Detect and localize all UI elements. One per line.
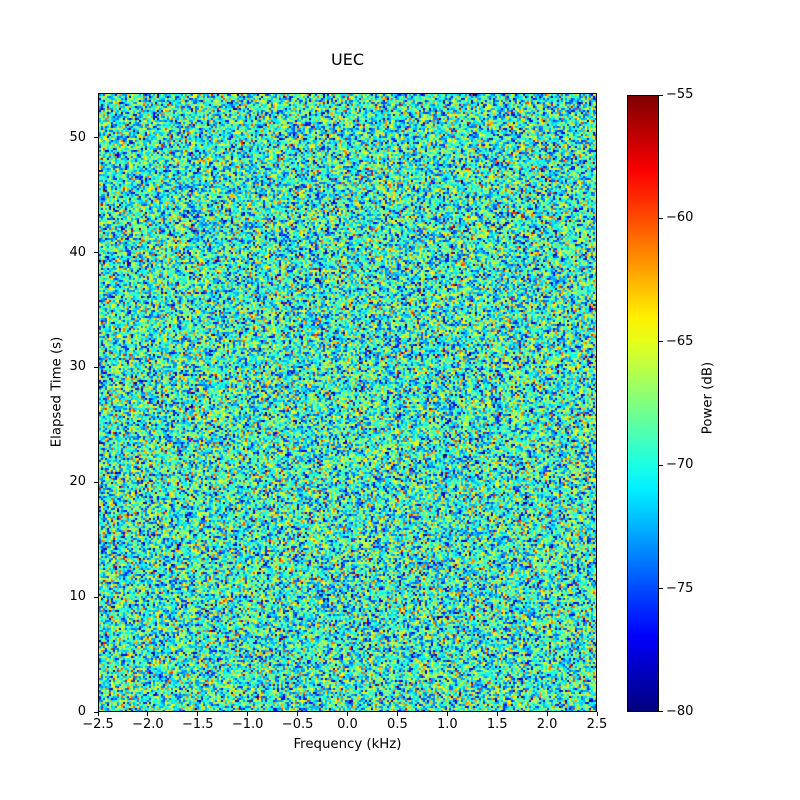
- x-axis-label: Frequency (kHz): [293, 737, 402, 752]
- x-tick-label: 0.5: [387, 717, 408, 732]
- y-tick-mark: [94, 366, 98, 368]
- x-tick-mark: [197, 712, 199, 716]
- colorbar-tick-mark: [659, 217, 663, 219]
- x-tick-mark: [396, 712, 398, 716]
- y-tick-mark: [94, 711, 98, 713]
- colorbar-tick-mark: [659, 464, 663, 466]
- x-tick-label: −1.5: [182, 717, 214, 732]
- colorbar-tick-label: −70: [666, 457, 694, 473]
- x-tick-mark: [247, 712, 249, 716]
- chart-title: UEC: [331, 50, 364, 69]
- x-tick-mark: [97, 712, 99, 716]
- colorbar-tick-label: −60: [666, 210, 694, 226]
- x-tick-label: −2.0: [132, 717, 164, 732]
- colorbar-tick-mark: [659, 710, 663, 712]
- x-tick-label: −1.0: [231, 717, 264, 732]
- x-tick-label: −2.5: [82, 717, 114, 732]
- x-tick-label: −0.5: [281, 717, 314, 732]
- colorbar-tick-mark: [659, 94, 663, 96]
- y-tick-mark: [94, 481, 98, 483]
- x-tick-label: 1.5: [486, 717, 508, 732]
- colorbar-gradient: [627, 95, 659, 712]
- x-tick-label: 1.0: [436, 717, 458, 732]
- y-tick-mark: [94, 596, 98, 598]
- y-tick-label: 50: [69, 129, 86, 145]
- x-tick-mark: [496, 712, 498, 716]
- y-tick-label: 40: [69, 244, 86, 260]
- x-tick-mark: [446, 712, 448, 716]
- colorbar-tick-label: −75: [666, 580, 694, 596]
- y-tick-label: 0: [77, 704, 86, 719]
- x-tick-mark: [596, 712, 598, 716]
- colorbar-tick-mark: [659, 341, 663, 343]
- y-tick-label: 30: [69, 359, 86, 375]
- x-tick-label: 2.0: [536, 717, 558, 732]
- colorbar-tick-label: −80: [666, 704, 694, 719]
- x-tick-label: 2.5: [586, 717, 608, 732]
- colorbar-tick-mark: [659, 588, 663, 590]
- x-tick-mark: [546, 712, 548, 716]
- x-tick-mark: [347, 712, 348, 716]
- y-tick-mark: [94, 252, 98, 254]
- y-tick-label: 10: [69, 589, 86, 605]
- x-tick-label: 0.0: [337, 717, 358, 732]
- x-tick-mark: [297, 712, 299, 716]
- y-tick-mark: [94, 137, 98, 139]
- spectrogram-plot-area: [98, 93, 597, 712]
- x-tick-mark: [147, 712, 149, 716]
- colorbar-tick-label: −55: [666, 87, 694, 102]
- spectrogram-heatmap-canvas: [99, 94, 596, 711]
- colorbar-tick-label: −65: [666, 333, 694, 349]
- y-tick-label: 20: [69, 474, 86, 490]
